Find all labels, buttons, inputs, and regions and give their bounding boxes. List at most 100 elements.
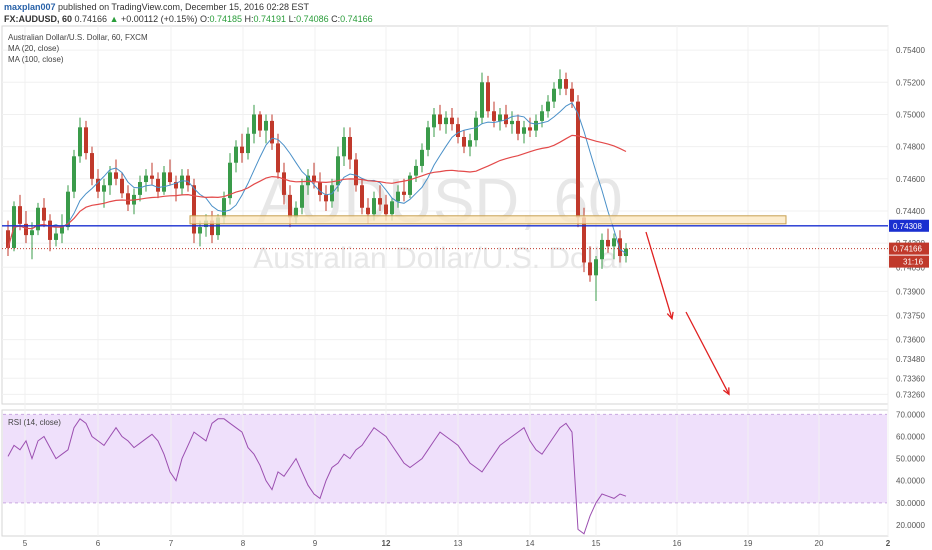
candle-body	[372, 198, 376, 215]
open-value: 0.74185	[209, 14, 242, 24]
rsi-band	[3, 414, 887, 503]
candle-body	[102, 185, 106, 192]
candle-body	[114, 172, 118, 179]
candle-body	[192, 185, 196, 234]
candle-body	[252, 114, 256, 134]
price-tick-label: 0.73260	[896, 390, 925, 399]
candle-body	[492, 111, 496, 121]
candle-body	[96, 178, 100, 192]
countdown-tag	[889, 255, 929, 268]
legend-title: Australian Dollar/U.S. Dollar, 60, FXCM	[8, 33, 148, 42]
candle-body	[552, 88, 556, 102]
price-pane[interactable]	[1, 25, 889, 405]
time-tick-label: 16	[673, 539, 682, 548]
forecast-arrow-shaft	[645, 231, 673, 319]
candle-body	[564, 79, 568, 89]
candle-body	[438, 114, 442, 125]
candle-body	[390, 201, 394, 215]
forecast-arrows[interactable]	[645, 231, 730, 396]
candle-body	[600, 239, 604, 260]
candle-body	[420, 149, 424, 166]
support-price-tag	[889, 219, 929, 232]
candle-body	[30, 230, 34, 236]
candle-body	[126, 193, 130, 205]
close-value: 0.74166	[340, 14, 373, 24]
candle-body	[300, 185, 304, 208]
candle-body	[462, 136, 466, 147]
candle-body	[402, 191, 406, 195]
candle-body	[234, 146, 238, 163]
time-tick-label: 6	[96, 539, 101, 548]
candle-body	[24, 223, 28, 236]
candle-body	[366, 207, 370, 215]
candle-body	[528, 127, 532, 131]
candle-body	[162, 172, 166, 192]
candle-body	[450, 117, 454, 125]
candle-body	[516, 120, 520, 134]
grid	[2, 26, 889, 536]
candle-body	[198, 227, 202, 234]
time-tick-label: 5	[23, 539, 28, 548]
price-tags: 0.74308 0.74166 31:16	[889, 219, 929, 268]
high-label: H:	[244, 14, 254, 24]
candle-body	[396, 191, 400, 202]
candle-body	[270, 120, 274, 144]
last-price-tag	[889, 242, 929, 255]
price-tick-label: 0.74600	[896, 175, 925, 184]
candle-body	[414, 165, 418, 176]
rsi-tick-label: 60.0000	[896, 433, 925, 442]
candle-body	[444, 117, 448, 125]
candle-body	[408, 175, 412, 195]
candle-body	[18, 206, 22, 224]
candle-body	[336, 156, 340, 186]
candle-body	[576, 101, 580, 218]
price-axis[interactable]: 0.75400 0.75200 0.75000 0.74800 0.74600 0.744…	[896, 46, 925, 399]
time-tick-label: 13	[454, 539, 463, 548]
time-tick-label: 9	[313, 539, 318, 548]
candle-body	[546, 101, 550, 112]
low-label: L:	[288, 14, 297, 24]
candle-body	[84, 127, 88, 154]
rsi-axis[interactable]: 70.0000 60.0000 50.0000 40.0000 30.0000 20.00…	[896, 410, 925, 530]
legend-ma100: MA (100, close)	[8, 55, 64, 64]
candle-body	[456, 124, 460, 137]
high-value: 0.74191	[253, 14, 287, 24]
price-change: +0.00112 (+0.15%)	[121, 14, 198, 24]
price-tick-label: 0.75000	[896, 110, 925, 119]
candle-body	[288, 194, 292, 218]
candle-body	[186, 175, 190, 186]
rsi-line	[7, 418, 627, 535]
candle-body	[144, 175, 148, 183]
support-zone[interactable]	[189, 215, 787, 225]
candle-body	[432, 114, 436, 128]
candle-body	[174, 182, 178, 189]
price-tick-label: 0.74050	[896, 263, 925, 272]
candle-body	[228, 162, 232, 199]
price-tick-label: 0.73750	[896, 312, 925, 321]
rsi-tick-label: 30.0000	[896, 499, 925, 508]
up-arrow-icon: ▲	[109, 14, 119, 24]
time-tick-label: 8	[241, 539, 246, 548]
candle-body	[264, 120, 268, 131]
time-tick-label: 12	[382, 539, 391, 548]
candle-body	[42, 207, 46, 221]
candles-layer	[6, 69, 628, 302]
candle-body	[534, 120, 538, 131]
candle-body	[612, 238, 616, 247]
arrow-head-icon	[722, 387, 730, 396]
last-price: 0.74166	[74, 14, 108, 24]
candle-body	[168, 172, 172, 183]
candle-body	[108, 172, 112, 186]
candle-body	[378, 198, 382, 205]
candle-body	[384, 204, 388, 215]
author-link[interactable]: maxplan007	[4, 2, 56, 12]
candle-body	[486, 82, 490, 112]
candle-body	[156, 178, 160, 192]
candle-body	[540, 111, 544, 121]
price-tick-label: 0.73360	[896, 374, 925, 383]
time-axis[interactable]: 5 6 7 8 9 12 13 14 15 16 19 20 2	[23, 539, 891, 548]
candle-body	[324, 194, 328, 202]
candle-body	[180, 175, 184, 189]
candle-body	[36, 207, 40, 231]
